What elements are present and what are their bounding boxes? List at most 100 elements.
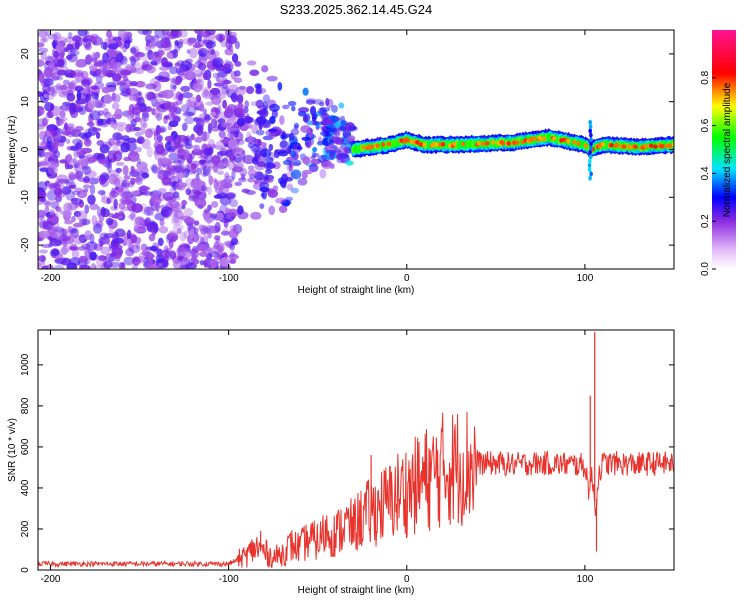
transition-blob xyxy=(293,122,299,129)
noise-blob xyxy=(116,125,125,132)
noise-blob xyxy=(91,57,98,62)
noise-blob xyxy=(76,246,88,251)
noise-blob xyxy=(144,128,153,139)
noise-blob xyxy=(103,111,112,119)
noise-blob xyxy=(123,76,129,82)
transition-blob xyxy=(241,188,250,194)
noise-blob xyxy=(54,240,63,246)
noise-blob xyxy=(228,138,240,150)
noise-blob xyxy=(96,139,104,147)
noise-blob xyxy=(79,264,91,269)
transition-blob xyxy=(254,153,261,159)
noise-blob xyxy=(51,249,60,257)
noise-blob xyxy=(215,140,224,149)
transition-blob xyxy=(316,122,322,129)
noise-blob xyxy=(66,43,74,50)
transition-blob xyxy=(312,152,320,158)
transition-blob xyxy=(278,205,288,213)
transition-blob xyxy=(287,100,297,107)
noise-blob xyxy=(144,189,149,197)
snr-frame xyxy=(37,329,675,571)
noise-blob xyxy=(137,30,149,35)
transition-blob xyxy=(268,103,280,112)
noise-blob xyxy=(118,210,125,217)
noise-blob xyxy=(74,142,83,150)
y-tick-label: 0 xyxy=(20,146,31,152)
noise-blob xyxy=(72,35,82,42)
noise-blob xyxy=(126,87,139,97)
transition-blob xyxy=(323,119,334,126)
noise-blob xyxy=(106,30,112,39)
noise-blob xyxy=(72,222,84,228)
signal-cell xyxy=(552,136,557,141)
noise-blob xyxy=(150,195,162,207)
noise-blob xyxy=(132,49,140,57)
noise-blob xyxy=(231,53,239,63)
noise-blob xyxy=(216,180,227,190)
noise-blob xyxy=(146,222,154,232)
noise-blob xyxy=(162,170,171,179)
noise-blob xyxy=(80,70,89,79)
noise-blob xyxy=(162,259,169,268)
noise-blob xyxy=(208,175,214,186)
noise-blob xyxy=(141,250,151,256)
noise-blob xyxy=(38,105,45,117)
noise-blob xyxy=(216,150,228,156)
noise-blob xyxy=(201,91,214,100)
noise-blob xyxy=(86,121,95,127)
transition-blob xyxy=(313,121,321,126)
noise-blob xyxy=(47,109,53,117)
signal-cell xyxy=(653,144,658,149)
x-tick-label: -200 xyxy=(40,574,60,585)
noise-blob xyxy=(150,60,158,66)
colorbar-tick-label: 0.6 xyxy=(700,118,711,132)
y-tick-label: 0 xyxy=(20,567,31,573)
noise-blob xyxy=(130,56,136,67)
noise-blob xyxy=(207,122,212,134)
transition-blob xyxy=(269,116,276,125)
signal-cell xyxy=(588,175,592,181)
transition-blob xyxy=(255,99,264,108)
noise-blob xyxy=(38,261,43,268)
noise-blob xyxy=(65,54,73,60)
transition-blob xyxy=(232,166,244,173)
noise-blob xyxy=(55,116,60,121)
noise-blob xyxy=(68,174,78,180)
noise-blob xyxy=(93,264,106,269)
noise-blob xyxy=(229,199,239,208)
noise-blob xyxy=(220,159,232,164)
colorbar-tick-label: 0.2 xyxy=(700,214,711,228)
transition-blob xyxy=(291,105,296,112)
x-tick-label: 100 xyxy=(577,273,594,284)
noise-blob xyxy=(55,206,62,213)
noise-blob xyxy=(49,182,62,189)
transition-blob xyxy=(290,187,299,194)
transition-blob xyxy=(302,114,309,123)
noise-blob xyxy=(212,72,219,79)
signal-cell xyxy=(572,140,577,145)
transition-blob xyxy=(244,100,250,108)
noise-blob xyxy=(49,209,55,216)
noise-blob xyxy=(91,127,102,132)
transition-blob xyxy=(340,120,347,126)
noise-blob xyxy=(67,31,73,39)
colorbar-tick-label: 0.4 xyxy=(700,166,711,180)
noise-blob xyxy=(105,217,114,226)
noise-blob xyxy=(214,235,221,241)
noise-blob xyxy=(83,176,90,183)
noise-blob xyxy=(213,194,223,199)
noise-blob xyxy=(108,243,118,249)
transition-blob xyxy=(279,140,290,150)
noise-blob xyxy=(158,164,163,175)
noise-blob xyxy=(223,160,230,167)
noise-blob xyxy=(161,208,170,218)
noise-blob xyxy=(48,228,61,239)
noise-blob xyxy=(69,231,75,238)
colorbar-gradient xyxy=(712,30,736,269)
transition-blob xyxy=(249,69,260,76)
noise-blob xyxy=(130,177,136,186)
noise-blob xyxy=(46,140,52,149)
transition-blob xyxy=(307,131,314,139)
transition-blob xyxy=(312,147,318,152)
noise-blob xyxy=(151,93,164,98)
